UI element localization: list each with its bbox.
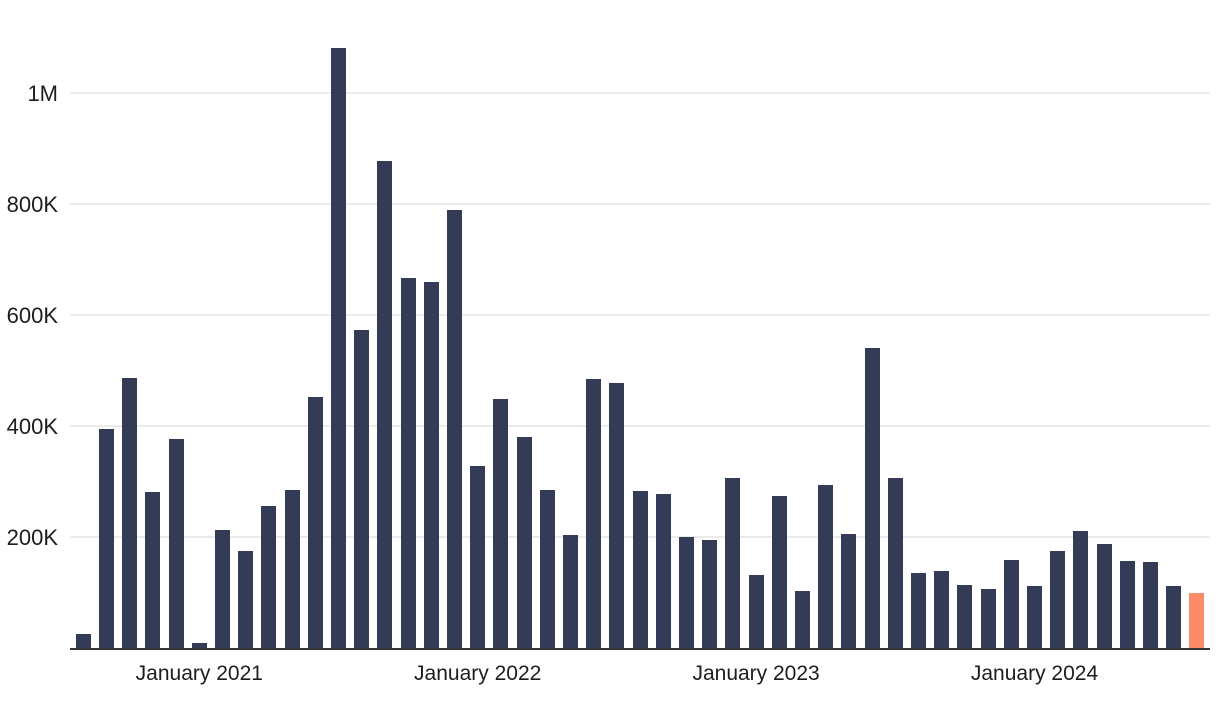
bar-apr-2021[interactable] (261, 506, 277, 648)
y-axis-tick-label-600k: 600K (6, 303, 58, 328)
x-axis-tick-label-january-2021: January 2021 (135, 662, 263, 685)
bar-jun-2021[interactable] (307, 397, 323, 648)
bar-jan-2022[interactable] (470, 466, 486, 648)
bar-jun-2023[interactable] (864, 348, 880, 648)
bar-may-2022[interactable] (563, 535, 578, 648)
bar-aug-2022[interactable] (632, 491, 648, 648)
bar-jul-2024[interactable] (1166, 586, 1182, 648)
bar-oct-2023[interactable] (957, 585, 973, 648)
bar-feb-2024[interactable] (1050, 551, 1066, 648)
y-axis-tick-label-200k: 200K (6, 525, 58, 550)
bar-mar-2023[interactable] (795, 591, 810, 648)
bar-apr-2023[interactable] (818, 485, 834, 648)
bar-nov-2020[interactable] (145, 492, 161, 648)
bar-may-2021[interactable] (284, 490, 300, 648)
bar-mar-2021[interactable] (238, 551, 254, 648)
x-axis-tick-label-january-2024: January 2024 (970, 662, 1099, 685)
y-axis-tick-label-1m: 1M (27, 81, 58, 106)
bar-apr-2022[interactable] (539, 490, 555, 648)
bar-feb-2021[interactable] (215, 530, 230, 648)
bar-oct-2020[interactable] (122, 378, 138, 648)
bar-aug-2020[interactable] (75, 634, 91, 648)
bar-dec-2021[interactable] (447, 210, 462, 648)
x-axis-tick-label-january-2022: January 2022 (414, 662, 542, 685)
bar-oct-2021[interactable] (400, 278, 416, 648)
bar-jan-2023[interactable] (748, 575, 764, 648)
bar-aug-2021[interactable] (354, 330, 370, 648)
bar-sep-2020[interactable] (99, 429, 114, 648)
bar-nov-2021[interactable] (423, 282, 439, 648)
bar-may-2023[interactable] (841, 534, 857, 648)
bar-nov-2022[interactable] (702, 540, 718, 648)
bar-apr-2024[interactable] (1096, 544, 1112, 648)
gridline-400k (70, 425, 1210, 427)
bar-jan-2024[interactable] (1027, 586, 1042, 648)
bar-aug-2024-highlighted[interactable] (1189, 593, 1205, 648)
bar-feb-2022[interactable] (493, 399, 509, 648)
y-axis-tick-label-400k: 400K (6, 414, 58, 439)
bar-jan-2021[interactable] (191, 643, 207, 648)
bar-sep-2022[interactable] (655, 494, 671, 648)
x-axis-line (70, 648, 1210, 650)
gridline-800k (70, 203, 1210, 205)
x-axis-tick-label-january-2023: January 2023 (692, 662, 820, 685)
bar-sep-2021[interactable] (377, 161, 393, 648)
bar-jul-2021[interactable] (331, 48, 346, 648)
bar-jul-2023[interactable] (887, 478, 903, 648)
bar-oct-2022[interactable] (679, 537, 694, 648)
bar-mar-2022[interactable] (516, 437, 532, 648)
gridline-600k (70, 314, 1210, 316)
gridline-1m (70, 92, 1210, 94)
bar-aug-2023[interactable] (911, 573, 926, 648)
y-axis-tick-label-800k: 800K (6, 192, 58, 217)
bar-jul-2022[interactable] (609, 383, 625, 648)
bar-mar-2024[interactable] (1073, 531, 1089, 648)
bar-dec-2023[interactable] (1003, 560, 1019, 648)
bar-dec-2020[interactable] (168, 439, 184, 648)
bar-may-2024[interactable] (1119, 561, 1135, 648)
bar-nov-2023[interactable] (980, 589, 996, 648)
bar-dec-2022[interactable] (725, 478, 741, 648)
bar-sep-2023[interactable] (934, 571, 950, 648)
bar-jun-2022[interactable] (586, 379, 602, 648)
bar-feb-2023[interactable] (771, 496, 787, 648)
bar-jun-2024[interactable] (1143, 562, 1158, 648)
